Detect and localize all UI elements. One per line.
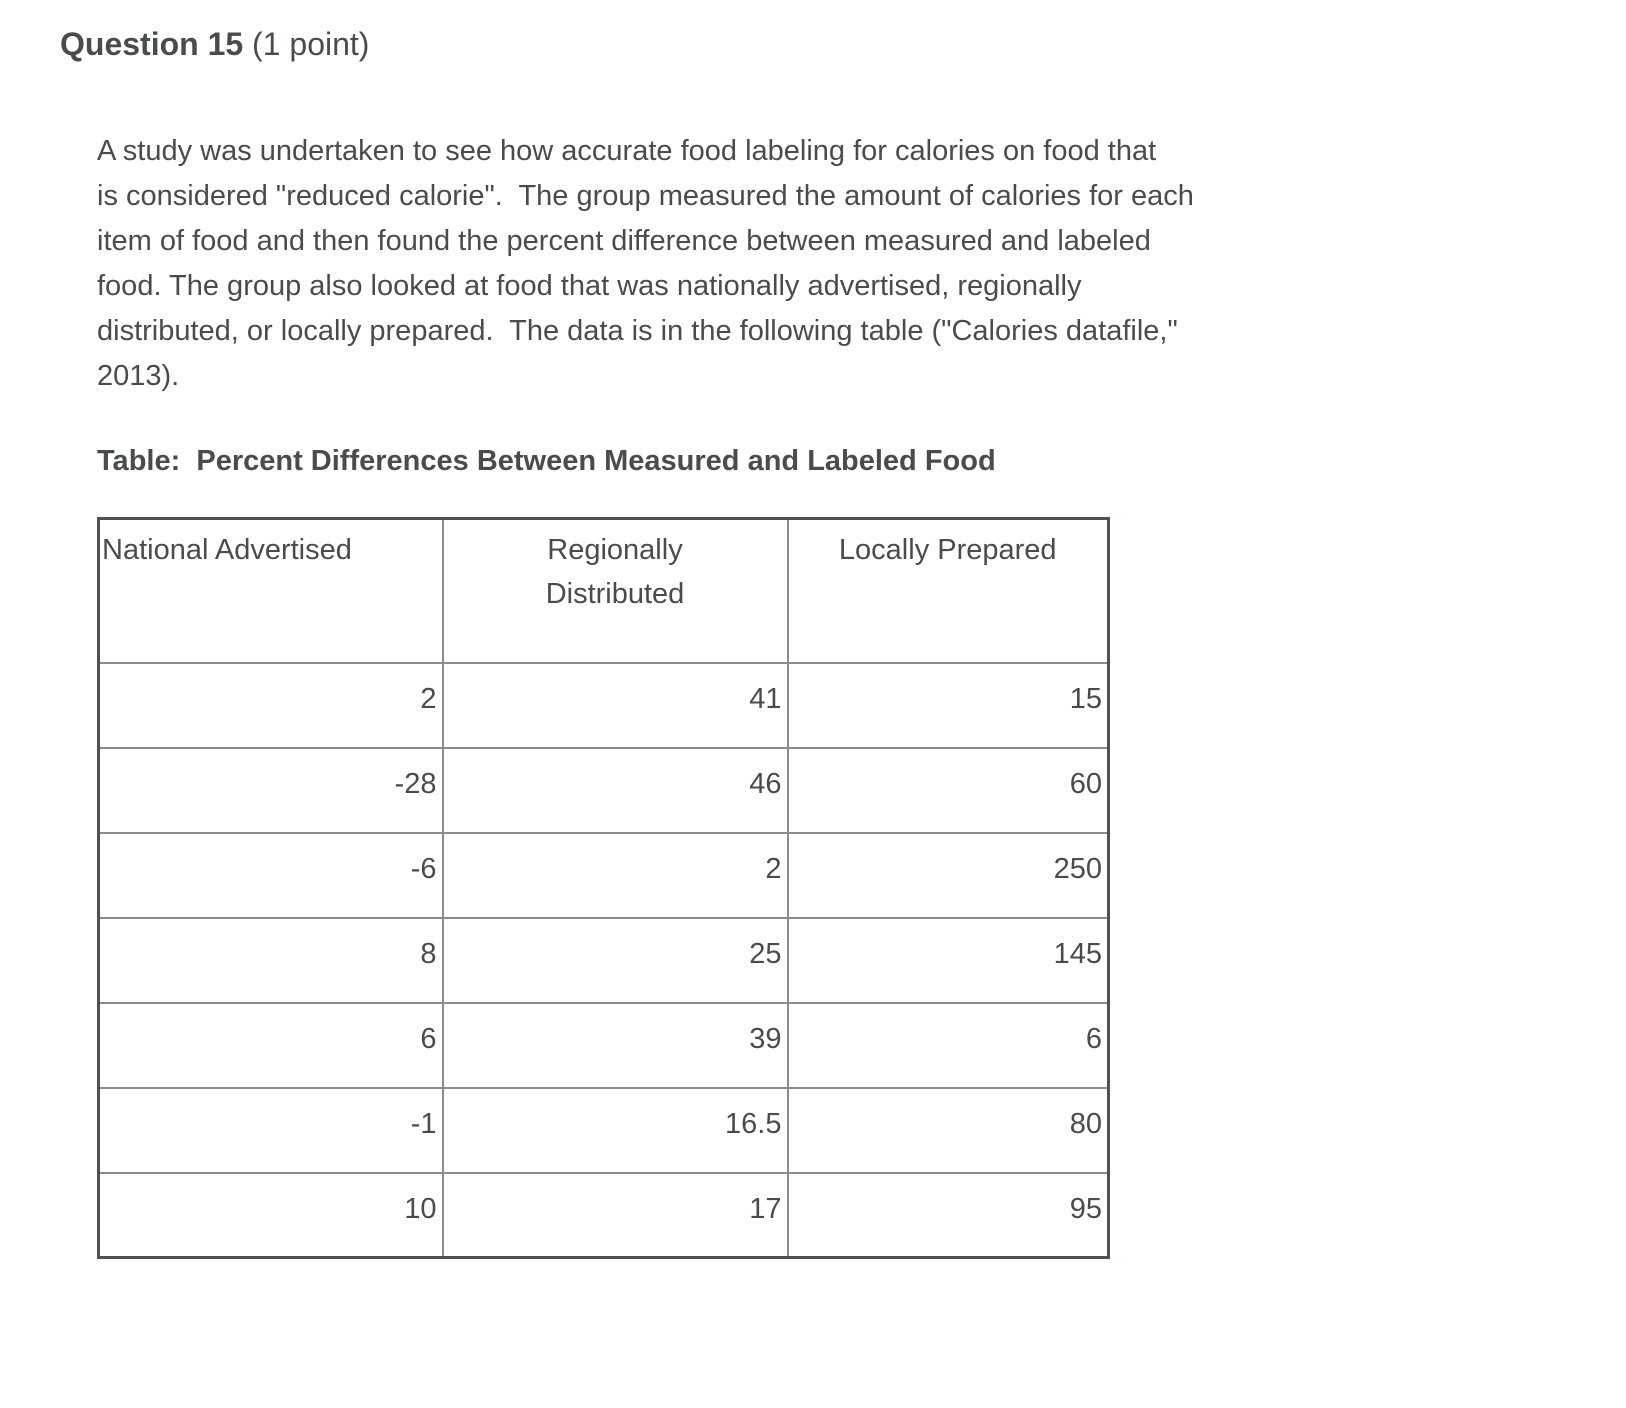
table-cell: 6	[786, 1001, 1110, 1089]
table-cell: -1	[97, 1086, 444, 1174]
table-cell: 145	[786, 916, 1110, 1004]
table-cell: 46	[441, 746, 789, 834]
table-cell: 39	[441, 1001, 789, 1089]
table-row: 10 17 95	[97, 1171, 1110, 1259]
question-text: A study was undertaken to see how accura…	[97, 129, 1626, 399]
table-row: -6 2 250	[97, 831, 1110, 919]
table-row: 2 41 15	[97, 661, 1110, 749]
table-cell: 250	[786, 831, 1110, 919]
question-number: Question 15	[60, 26, 244, 62]
table-cell: 2	[441, 831, 789, 919]
table-cell: 17	[441, 1171, 789, 1259]
quiz-question-page: Question 15 (1 point) A study was undert…	[60, 26, 1626, 1259]
table-cell: 2	[97, 661, 444, 749]
column-header-locally-prepared: Locally Prepared	[786, 517, 1110, 664]
column-header-national-advertised: National Advertised	[97, 517, 444, 664]
table-cell: 60	[786, 746, 1110, 834]
column-header-regionally-distributed: Regionally Distributed	[441, 517, 789, 664]
question-text-line: is considered "reduced calorie". The gro…	[97, 180, 1194, 212]
table-cell: 16.5	[441, 1086, 789, 1174]
question-body: A study was undertaken to see how accura…	[97, 129, 1626, 1259]
question-title: Question 15 (1 point)	[60, 26, 1626, 63]
table-cell: 8	[97, 916, 444, 1004]
question-text-line: food. The group also looked at food that…	[97, 270, 1082, 302]
question-text-line: A study was undertaken to see how accura…	[97, 135, 1157, 167]
table-cell: 80	[786, 1086, 1110, 1174]
table-cell: -6	[97, 831, 444, 919]
data-table: National Advertised Regionally Distribut…	[97, 517, 1110, 1259]
table-row: -1 16.5 80	[97, 1086, 1110, 1174]
question-text-line: distributed, or locally prepared. The da…	[97, 315, 1178, 347]
question-text-line: 2013).	[97, 360, 180, 392]
question-points: (1 point)	[252, 26, 370, 62]
table-header-row: National Advertised Regionally Distribut…	[97, 517, 1110, 664]
table-row: -28 46 60	[97, 746, 1110, 834]
table-cell: 95	[786, 1171, 1110, 1259]
table-cell: 15	[786, 661, 1110, 749]
table-cell: -28	[97, 746, 444, 834]
table-row: 6 39 6	[97, 1001, 1110, 1089]
table-caption: Table: Percent Differences Between Measu…	[97, 445, 996, 477]
table-cell: 25	[441, 916, 789, 1004]
table-cell: 10	[97, 1171, 444, 1259]
table-row: 8 25 145	[97, 916, 1110, 1004]
table-cell: 6	[97, 1001, 444, 1089]
question-text-line: item of food and then found the percent …	[97, 225, 1151, 257]
table-cell: 41	[441, 661, 789, 749]
